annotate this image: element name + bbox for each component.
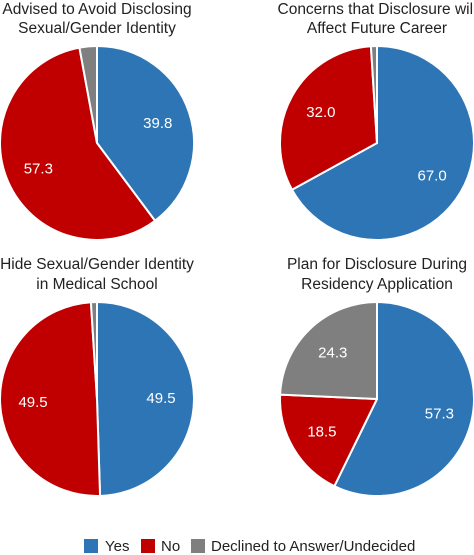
legend-swatch-yes	[84, 539, 98, 553]
legend-label-declined: Declined to Answer/Undecided	[211, 538, 415, 555]
pie-slice-no	[279, 45, 378, 191]
slice-value-label: 57.3	[24, 161, 53, 178]
legend-label-no: No	[161, 538, 180, 555]
chart-title-line: Advised to Avoid Disclosing	[2, 1, 191, 18]
slice-value-label: 24.3	[318, 345, 347, 362]
pie-slice-yes	[333, 301, 474, 497]
chart-title-line: Concerns that Disclosure will	[278, 1, 474, 18]
pie-slice-declined	[78, 45, 98, 144]
chart-title-line: in Medical School	[36, 276, 157, 293]
slice-value-label: 18.5	[307, 424, 336, 441]
slice-value-label: 57.3	[425, 405, 454, 422]
slice-value-label: 49.5	[18, 394, 47, 411]
pie-chart-2: Concerns that Disclosure will Affect Futu…	[278, 1, 474, 241]
legend-swatch-declined	[191, 539, 205, 553]
chart-title-line: Affect Future Career	[307, 20, 447, 37]
legend-label-yes: Yes	[105, 538, 129, 555]
slice-value-label: 67.0	[418, 168, 447, 185]
pie-slice-yes	[96, 45, 195, 222]
legend-swatch-no	[141, 539, 155, 553]
pie-chart-1: Advised to Avoid Disclosing Sexual/Gender…	[0, 1, 195, 241]
chart-title-line: Plan for Disclosure During	[287, 256, 467, 273]
slice-value-label: 39.8	[143, 115, 172, 132]
pie-chart-3: Hide Sexual/Gender Identity in Medical Sc…	[0, 256, 195, 497]
pie-slice-no	[0, 301, 102, 497]
pie-slice-yes	[96, 301, 195, 497]
pie-slice-declined	[89, 300, 98, 400]
pie-slice-declined	[369, 45, 378, 144]
pie-slice-no	[279, 393, 378, 488]
slice-value-label: 32.0	[306, 104, 335, 121]
pie-slice-yes	[290, 45, 474, 241]
pie-slice-no	[0, 46, 156, 241]
chart-title-line: Residency Application	[301, 276, 453, 293]
slice-value-label: 49.5	[146, 390, 175, 407]
chart-legend: Yes No Declined to Answer/Undecided	[84, 538, 415, 555]
pie-chart-4: Plan for Disclosure During Residency Appl…	[279, 256, 474, 497]
chart-title-line: Hide Sexual/Gender Identity	[0, 256, 194, 273]
pie-slice-declined	[279, 301, 378, 400]
chart-title-line: Sexual/Gender Identity	[18, 20, 176, 37]
